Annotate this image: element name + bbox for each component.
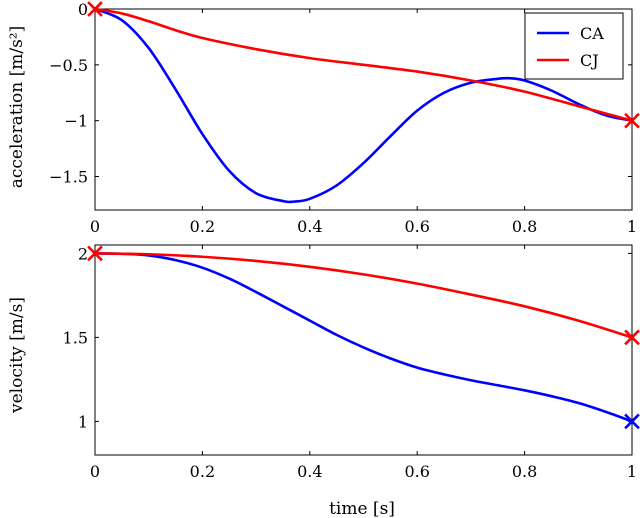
velocity-x-tick-label: 0.8 [512,462,537,481]
velocity-cj-endpoint-marker [87,245,103,262]
velocity-y-tick-label: 1 [78,412,88,431]
acceleration-y-tick-label: −1.5 [49,168,88,187]
acceleration-x-tick-label: 0 [90,217,100,236]
velocity-panel: 0 0.2 0.4 0.6 0.8 1 2 1.5 1 [63,244,640,481]
velocity-plot-frame [94,244,633,456]
marker-stroke [87,245,103,262]
acceleration-x-tick-label: 1 [627,217,637,236]
acceleration-cj-endpoint-marker [624,112,640,129]
marker-stroke [624,329,640,346]
acceleration-cj-endpoint-marker [87,1,103,17]
acceleration-panel: 0 0.2 0.4 0.6 0.8 1 0 −0.5 −1 −1.5 [49,0,640,236]
acceleration-x-tick-label: 0.8 [512,217,537,236]
velocity-x-tick-label: 0.4 [297,462,322,481]
velocity-y-axis-label: velocity [m/s] [7,297,27,414]
velocity-x-tick-label: 0 [90,462,100,481]
time-x-axis-label: time [s] [329,499,395,518]
legend-box [524,12,624,80]
acceleration-x-tick-label: 0.4 [297,217,322,236]
velocity-x-tick-label: 0.2 [190,462,215,481]
acceleration-x-tick-label: 0.6 [404,217,429,236]
velocity-series-ca-line [93,252,634,423]
acceleration-y-tick-label: −0.5 [49,56,88,75]
legend-label-cj: CJ [580,51,599,70]
velocity-ca-endpoint-marker [624,413,640,430]
velocity-y-tick-label: 2 [78,244,88,263]
acceleration-y-tick-label: 0 [78,0,88,19]
marker-stroke [624,112,640,129]
velocity-series-cj-line [93,252,634,339]
marker-stroke [87,1,103,17]
acceleration-y-axis-label: acceleration [m/s²] [7,26,27,189]
legend-label-ca: CA [580,24,604,43]
velocity-x-tick-label: 1 [627,462,637,481]
acceleration-series-cj-line [93,7,634,122]
velocity-y-tick-label: 1.5 [63,328,88,347]
acceleration-plot-frame [94,8,633,211]
acceleration-y-tick-label: −1 [64,112,88,131]
velocity-cj-endpoint-marker [624,329,640,346]
legend: CA CJ [524,12,624,80]
velocity-x-tick-label: 0.6 [404,462,429,481]
acceleration-series-ca-line [93,7,634,204]
acceleration-x-tick-label: 0.2 [190,217,215,236]
marker-stroke [624,413,640,430]
